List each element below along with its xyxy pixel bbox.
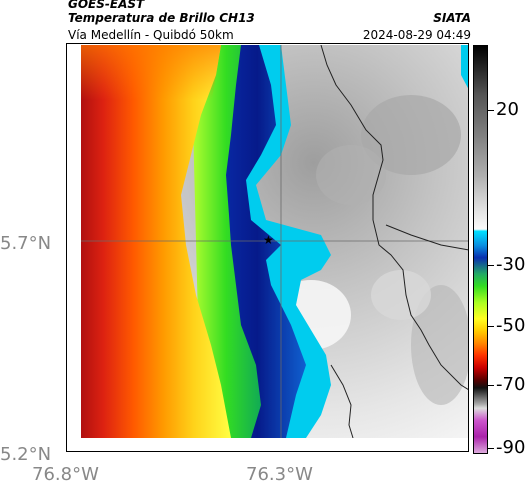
cloud-patch (316, 145, 386, 205)
lat-label-5-2: 5.2°N (0, 444, 52, 465)
timestamp-label: 2024-08-29 04:49 (362, 28, 471, 42)
cold-patch (461, 45, 469, 90)
colorbar-tick (488, 448, 494, 449)
colorbar-label: -50 (496, 315, 526, 336)
coastline (320, 45, 469, 391)
region-subtitle: Vía Medellín - Quibdó 50km (68, 28, 234, 42)
colorbar (473, 45, 488, 454)
lon-label-76-3: 76.3°W (246, 464, 313, 485)
cloud-patch (371, 270, 431, 320)
colorbar-tick (488, 326, 494, 327)
star-icon: ★ (263, 233, 274, 247)
border-line (385, 224, 469, 251)
brightness-temperature-map: ★ (81, 45, 469, 438)
warm-region-top (81, 45, 221, 155)
border-line (330, 364, 354, 438)
colorbar-tick (488, 110, 494, 111)
cloud-patch (411, 285, 469, 405)
colorbar-label: -70 (496, 374, 526, 395)
satellite-name: GOES-EAST (68, 0, 145, 11)
warm-region (81, 45, 231, 438)
colorbar-tick (488, 385, 494, 386)
lat-label-5-7: 5.7°N (0, 233, 52, 254)
lon-label-76-8: 76.8°W (32, 464, 99, 485)
colorbar-label: -90 (496, 437, 526, 458)
organization-label: SIATA (433, 11, 471, 25)
colorbar-tick (488, 265, 494, 266)
colorbar-label: 20 (496, 99, 519, 120)
colorbar-label: -30 (496, 254, 526, 275)
product-title: Temperatura de Brillo CH13 (68, 11, 255, 25)
cloud-patch (361, 95, 461, 175)
